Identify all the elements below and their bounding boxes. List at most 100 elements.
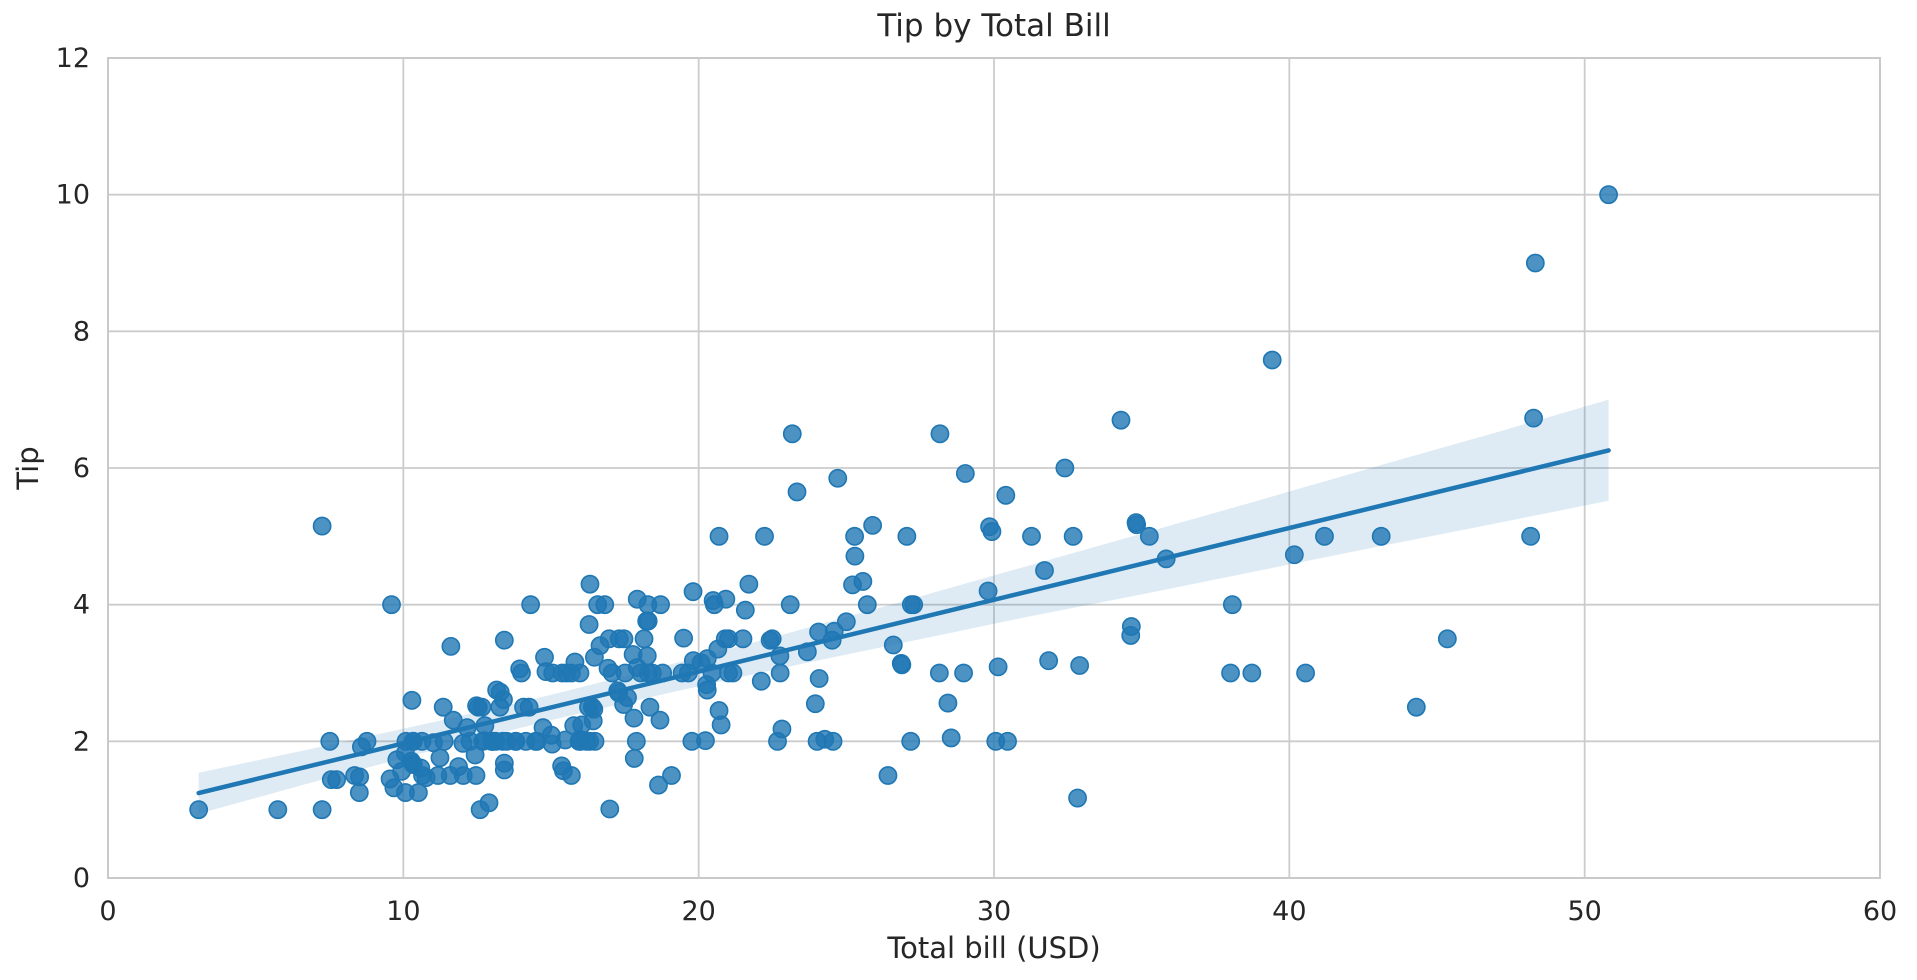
data-point [650, 710, 670, 730]
data-point [1371, 526, 1391, 546]
data-point [1063, 526, 1083, 546]
data-point [1035, 561, 1054, 580]
data-point [878, 766, 898, 785]
data-point [561, 766, 581, 785]
data-point [482, 731, 502, 751]
data-point [662, 766, 681, 785]
data-point [782, 424, 802, 444]
y-tick-label: 6 [73, 453, 90, 484]
data-point [653, 663, 673, 683]
data-point [434, 731, 454, 751]
data-point [614, 629, 634, 649]
data-point [672, 663, 692, 683]
y-tick-label: 8 [73, 316, 90, 347]
data-point [494, 760, 514, 780]
data-point [986, 731, 1006, 751]
data-point [634, 629, 654, 649]
data-point [897, 526, 917, 546]
data-point [466, 766, 486, 785]
data-point [996, 485, 1016, 505]
data-point [739, 574, 759, 594]
data-point [1524, 408, 1543, 428]
data-point [805, 694, 825, 714]
y-tick-label: 0 [73, 863, 90, 894]
data-point [382, 595, 401, 615]
data-point [312, 516, 332, 536]
data-point [1242, 663, 1262, 683]
y-tick-label: 10 [56, 180, 90, 211]
data-point [760, 630, 780, 650]
data-point [938, 693, 958, 713]
data-point [901, 731, 921, 751]
data-point [1521, 526, 1541, 546]
y-axis-label: Tip [11, 446, 45, 490]
data-point [1156, 549, 1176, 569]
data-point [312, 800, 332, 820]
data-point [770, 663, 790, 683]
data-point [512, 663, 531, 683]
x-tick-label: 40 [1272, 896, 1306, 927]
data-point [600, 799, 620, 819]
chart-title: Tip by Total Bill [877, 8, 1111, 44]
data-point [733, 629, 753, 649]
data-point [577, 731, 597, 751]
data-point [626, 731, 646, 751]
data-point [719, 663, 738, 683]
data-point [345, 766, 365, 785]
y-tick-label: 2 [73, 726, 90, 757]
y-tick-label: 4 [73, 590, 90, 621]
data-point [1139, 526, 1159, 546]
data-point [883, 635, 903, 655]
x-axis-label: Total bill (USD) [887, 931, 1101, 965]
data-point [1070, 656, 1090, 675]
data-point [683, 582, 703, 602]
data-point [470, 800, 490, 820]
data-point [978, 581, 998, 601]
data-point [770, 646, 790, 666]
data-point [1525, 253, 1545, 273]
data-point [809, 669, 829, 688]
data-point [651, 595, 670, 615]
data-point [1022, 526, 1041, 546]
data-point [351, 737, 371, 757]
data-point [320, 731, 340, 751]
x-tick-label: 0 [99, 896, 116, 927]
data-point [1068, 788, 1087, 808]
data-point [843, 575, 862, 595]
data-point [440, 766, 460, 785]
data-point [954, 663, 973, 683]
data-point [441, 636, 461, 656]
data-point [857, 595, 877, 615]
data-point [608, 681, 628, 701]
data-point [588, 595, 608, 615]
data-point [1127, 515, 1147, 535]
data-point [807, 731, 827, 751]
data-point [490, 682, 510, 702]
data-point [751, 671, 771, 691]
data-point [1406, 697, 1426, 717]
data-point [349, 783, 369, 802]
data-point [828, 468, 848, 488]
data-point [433, 697, 453, 717]
data-point [955, 464, 975, 483]
data-point [624, 749, 644, 768]
data-point [704, 595, 724, 615]
x-tick-label: 20 [681, 896, 715, 927]
x-tick-label: 10 [386, 896, 420, 927]
data-point [1599, 185, 1618, 205]
data-point [472, 697, 492, 717]
data-point [526, 731, 546, 751]
data-point [579, 615, 599, 634]
data-point [988, 657, 1008, 677]
data-point [682, 731, 702, 751]
data-point [1262, 350, 1282, 370]
data-point [457, 718, 477, 738]
data-point [768, 731, 787, 751]
data-point [649, 775, 668, 795]
data-point [822, 630, 842, 650]
y-tick-label: 12 [56, 43, 90, 74]
data-point [904, 595, 924, 615]
data-point [514, 697, 533, 717]
data-point [416, 768, 436, 787]
data-point [1284, 545, 1304, 565]
